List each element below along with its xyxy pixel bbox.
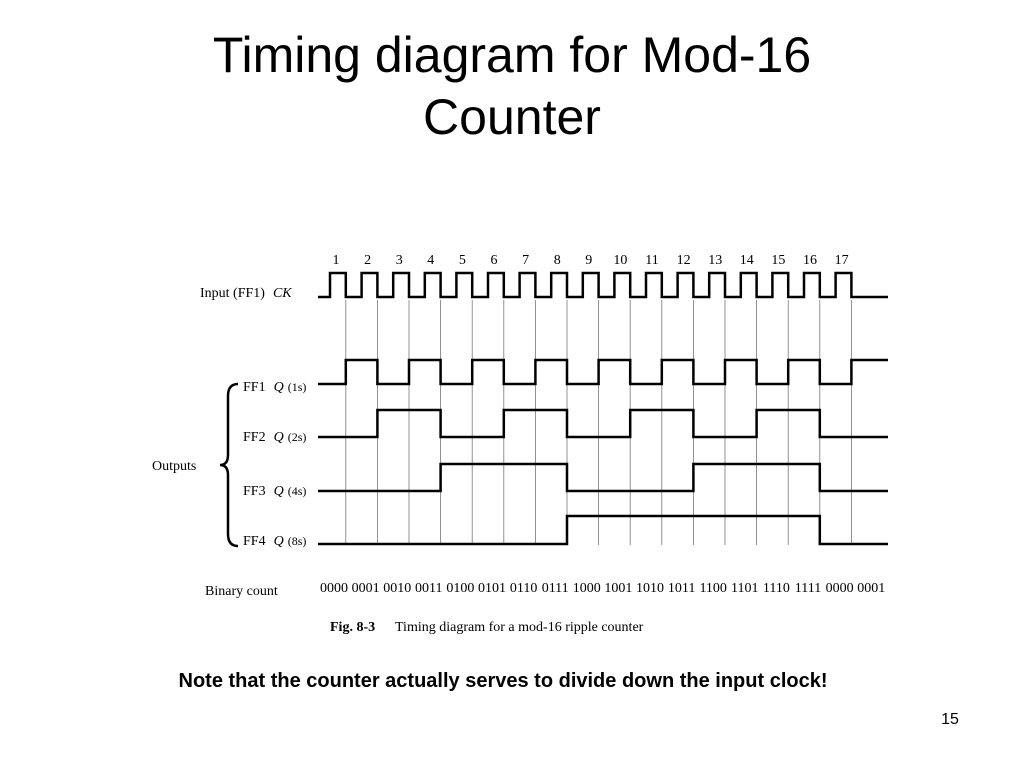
signal-label: Input (FF1) CK bbox=[200, 286, 292, 301]
binary-count: 0111 bbox=[542, 581, 569, 596]
signal-weight: (8s) bbox=[288, 534, 307, 548]
binary-count: 0000 bbox=[826, 581, 854, 596]
clock-number: 1 bbox=[333, 253, 340, 268]
signal-name: FF4 bbox=[243, 534, 266, 549]
signal-symbol: CK bbox=[273, 286, 292, 301]
note: Note that the counter actually serves to… bbox=[179, 670, 828, 692]
binary-count: 1110 bbox=[763, 581, 790, 596]
caption-text: Timing diagram for a mod-16 ripple count… bbox=[395, 620, 644, 635]
binary-count: 1101 bbox=[731, 581, 758, 596]
clock-number: 3 bbox=[396, 253, 403, 268]
clock-number: 16 bbox=[803, 253, 817, 268]
binary-count: 1001 bbox=[604, 581, 632, 596]
signal-name: FF3 bbox=[243, 484, 266, 499]
signal-symbol: Q bbox=[274, 380, 284, 395]
clock-number: 5 bbox=[459, 253, 466, 268]
signal-name: FF2 bbox=[243, 430, 266, 445]
clock-number: 11 bbox=[645, 253, 658, 268]
clock-number: 10 bbox=[613, 253, 627, 268]
binary-count: 0001 bbox=[857, 581, 885, 596]
clock-number: 6 bbox=[491, 253, 498, 268]
binary-count: 1000 bbox=[573, 581, 601, 596]
outputs-label: Outputs bbox=[152, 459, 196, 474]
caption-figure: Fig. 8-3 bbox=[330, 620, 375, 635]
clock-number: 12 bbox=[677, 253, 691, 268]
signal-label: FF2 Q (2s) bbox=[243, 430, 306, 445]
clock-number: 13 bbox=[708, 253, 722, 268]
ff-waveform bbox=[318, 408, 888, 439]
binary-count: 0110 bbox=[510, 581, 537, 596]
signal-label: FF4 Q (8s) bbox=[243, 534, 306, 549]
signal-symbol: Q bbox=[274, 534, 284, 549]
page-number: 15 bbox=[941, 711, 959, 728]
binary-count: 0101 bbox=[478, 581, 506, 596]
binary-count: 0010 bbox=[383, 581, 411, 596]
signal-name: FF1 bbox=[243, 380, 266, 395]
slide-title: Timing diagram for Mod-16 Counter bbox=[213, 27, 811, 145]
signal-name: Input (FF1) bbox=[200, 286, 265, 301]
signal-symbol: Q bbox=[274, 484, 284, 499]
clock-number: 4 bbox=[427, 253, 434, 268]
binary-count: 1111 bbox=[795, 581, 821, 596]
signal-weight: (1s) bbox=[288, 380, 307, 394]
signal-symbol: Q bbox=[274, 430, 284, 445]
ff-waveform bbox=[318, 514, 888, 546]
clock-number: 9 bbox=[585, 253, 592, 268]
binary-count: 0100 bbox=[446, 581, 474, 596]
binary-count: 0000 bbox=[320, 581, 348, 596]
clock-number: 8 bbox=[554, 253, 561, 268]
signal-weight: (2s) bbox=[288, 430, 307, 444]
binary-count: 0001 bbox=[352, 581, 380, 596]
binary-count: 0011 bbox=[415, 581, 442, 596]
signal-weight: (4s) bbox=[288, 484, 307, 498]
clock-waveform bbox=[318, 271, 888, 299]
signal-label: FF3 Q (4s) bbox=[243, 484, 306, 499]
binary-count-label: Binary count bbox=[205, 584, 278, 599]
clock-number: 7 bbox=[522, 253, 529, 268]
clock-number: 2 bbox=[364, 253, 371, 268]
clock-number: 15 bbox=[771, 253, 785, 268]
signal-label: FF1 Q (1s) bbox=[243, 380, 306, 395]
clock-number: 17 bbox=[835, 253, 849, 268]
binary-count: 1011 bbox=[668, 581, 695, 596]
outputs-bracket bbox=[219, 382, 239, 548]
ff-waveform bbox=[318, 358, 888, 386]
clock-number: 14 bbox=[740, 253, 754, 268]
binary-count: 1010 bbox=[636, 581, 664, 596]
binary-count: 1100 bbox=[699, 581, 726, 596]
ff-waveform bbox=[318, 462, 888, 493]
